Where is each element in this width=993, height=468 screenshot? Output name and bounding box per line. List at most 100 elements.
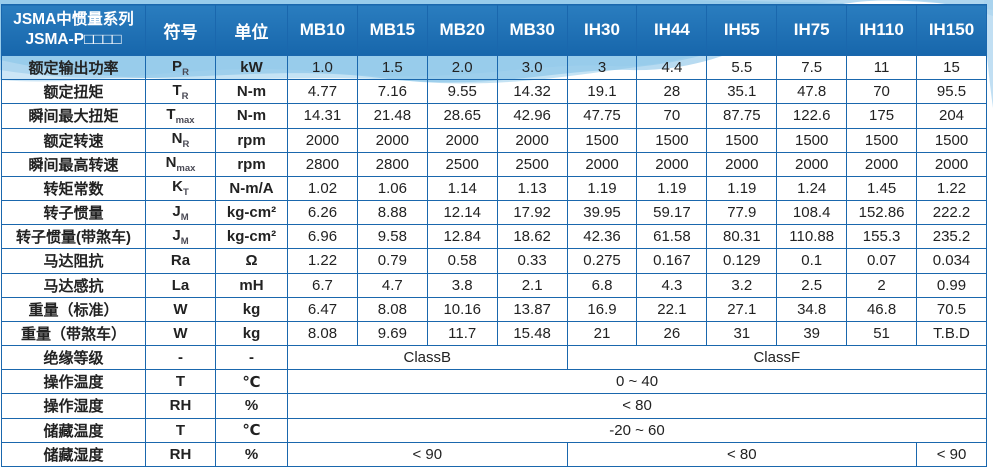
value-cell: 1500 [846,127,918,153]
value-cell: 4.7 [356,272,428,298]
value-cell: 2000 [496,127,568,153]
value-cell: 80.31 [706,224,778,250]
value-cell: 2.5 [776,272,848,298]
row-label: 转子惯量(带煞车) [1,224,146,250]
value-cell: 34.8 [776,296,848,322]
symbol-cell: Nmax [145,151,216,177]
symbol-cell: PR [145,54,216,81]
value-cell: 7.5 [776,54,848,81]
value-cell: 1.19 [566,175,638,202]
value-cell: 8.08 [356,296,428,322]
value-cell: 6.26 [287,200,358,226]
value-cell: 1.13 [496,175,568,202]
value-cell: 2 [846,272,918,298]
row-label: 额定转速 [1,127,146,153]
unit-cell: N-m [215,79,288,105]
value-cell: 9.55 [426,79,498,105]
value-cell: 222.2 [916,200,987,226]
value-cell: 155.3 [846,224,918,250]
symbol-cell: TR [145,79,216,105]
value-cell: 152.86 [846,200,918,226]
value-cell: 77.9 [706,200,778,226]
unit-cell: kg [215,296,288,322]
value-cell: 21.48 [356,103,428,129]
value-cell: 46.8 [846,296,918,322]
value-cell: 16.9 [566,296,638,322]
value-cell: 0.79 [356,248,428,274]
symbol-cell: NR [145,127,216,153]
symbol-cell: JM [145,200,216,226]
merged-value-cell: < 90 [287,441,568,468]
column-header-symbol: 符号 [145,4,216,56]
value-cell: 4.4 [636,54,708,81]
row-label: 瞬间最高转速 [1,151,146,177]
value-cell: 2000 [636,151,708,177]
value-cell: 28.65 [426,103,498,129]
value-cell: 1.06 [356,175,428,202]
value-cell: 6.96 [287,224,358,250]
symbol-subscript: max [175,114,195,126]
value-cell: 6.47 [287,296,358,322]
unit-cell: rpm [215,127,288,153]
value-cell: 0.1 [776,248,848,274]
value-cell: 2000 [426,127,498,153]
value-cell: 204 [916,103,987,129]
value-cell: 15.48 [496,320,568,347]
value-cell: 0.167 [636,248,708,274]
table-header-row: JSMA中惯量系列 JSMA-P□□□□ 符号 单位 MB10 MB15 MB20 M… [1,4,987,56]
value-cell: 0.33 [496,248,568,274]
column-header-mb30: MB30 [496,4,568,56]
value-cell: 39.95 [566,200,638,226]
row-label: 储藏湿度 [1,441,146,468]
value-cell: 110.88 [776,224,848,250]
series-title-line2: JSMA-P□□□□ [25,31,122,48]
value-cell: 0.275 [566,248,638,274]
value-cell: 2.0 [426,54,498,81]
row-label: 重量（带煞车） [1,320,146,347]
value-cell: 42.96 [496,103,568,129]
unit-cell: rpm [215,151,288,177]
value-cell: 2.1 [496,272,568,298]
symbol-subscript: M [180,235,189,247]
spec-row-6: 转子惯量 JM kg-cm² 6.26 8.88 12.14 17.92 39.95 59.17… [1,200,987,226]
symbol-cell: T [145,417,216,443]
unit-cell: kg [215,320,288,347]
value-cell: 1500 [706,127,778,153]
value-cell: 1.14 [426,175,498,202]
row-label: 马达感抗 [1,272,146,298]
value-cell: 2000 [287,127,358,153]
value-cell: 1.45 [846,175,918,202]
spec-row-3: 额定转速 NR rpm 2000 2000 2000 2000 1500 1500 1500 150… [1,127,987,153]
symbol-subscript: R [182,66,189,78]
value-cell: 17.92 [496,200,568,226]
column-header-ih30: IH30 [566,4,638,56]
value-cell: 108.4 [776,200,848,226]
spec-row-1: 额定扭矩 TR N-m 4.77 7.16 9.55 14.32 19.1 28 35.1 47.8… [1,79,987,105]
unit-cell: - [215,345,288,371]
row-label: 储藏温度 [1,417,146,443]
value-cell: 2000 [706,151,778,177]
value-cell: 2000 [916,151,987,177]
value-cell: 2000 [846,151,918,177]
value-cell: 15 [916,54,987,81]
column-header-ih44: IH44 [636,4,708,56]
value-cell: 8.88 [356,200,428,226]
series-title-cell: JSMA中惯量系列 JSMA-P□□□□ [1,4,146,56]
value-cell: 28 [636,79,708,105]
merged-value-cell: -20 ~ 60 [287,417,987,443]
unit-cell: N-m/A [215,175,288,202]
merged-value-cell: < 80 [287,393,987,419]
symbol-subscript: R [182,139,190,151]
value-cell: 2000 [776,151,848,177]
value-cell: 14.32 [496,79,568,105]
spec-row-9: 马达感抗 La mH 6.7 4.7 3.8 2.1 6.8 4.3 3.2 2.5 2 0.99 [1,272,987,298]
value-cell: 235.2 [916,224,987,250]
value-cell: 3.0 [496,54,568,81]
symbol-cell: - [145,345,216,371]
symbol-cell: Ra [145,248,216,274]
unit-cell: N-m [215,103,288,129]
symbol-cell: La [145,272,216,298]
value-cell: 59.17 [636,200,708,226]
column-header-mb15: MB15 [356,4,428,56]
